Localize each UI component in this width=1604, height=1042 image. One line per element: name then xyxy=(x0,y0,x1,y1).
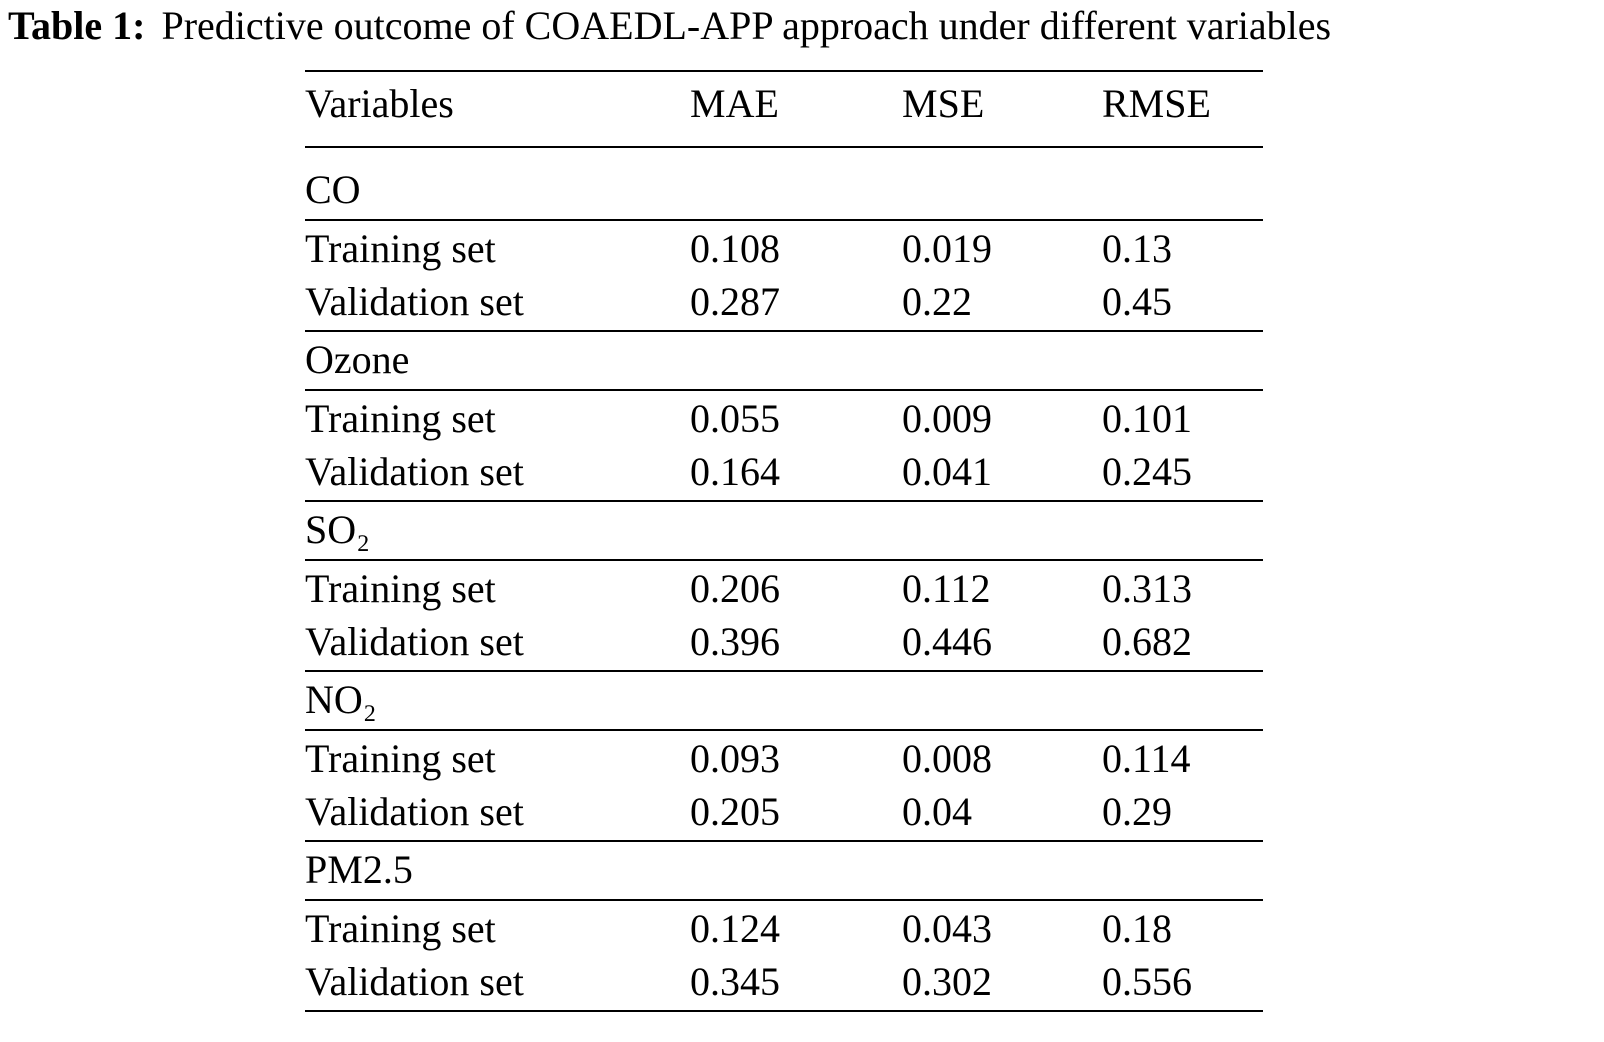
value-cell: 0.205 xyxy=(690,789,780,834)
table-rule xyxy=(305,670,1263,672)
row-label: Training set xyxy=(305,396,496,441)
row-label: Training set xyxy=(305,226,496,271)
table-rule xyxy=(305,729,1263,731)
row-label: Training set xyxy=(305,736,496,781)
value-cell: 0.008 xyxy=(902,736,992,781)
value-cell: 0.019 xyxy=(902,226,992,271)
table-rule xyxy=(305,389,1263,391)
value-cell: 0.313 xyxy=(1102,566,1192,611)
table-rule xyxy=(305,1010,1263,1012)
value-cell: 0.13 xyxy=(1102,226,1172,271)
group-name: NO₂ xyxy=(305,677,377,722)
row-label: Training set xyxy=(305,566,496,611)
group-name: SO₂ xyxy=(305,507,371,552)
table-rule xyxy=(305,330,1263,332)
table-rule xyxy=(305,219,1263,221)
row-label: Validation set xyxy=(305,279,524,324)
value-cell: 0.287 xyxy=(690,279,780,324)
table-rule xyxy=(305,146,1263,148)
value-cell: 0.446 xyxy=(902,619,992,664)
value-cell: 0.164 xyxy=(690,449,780,494)
group-name: Ozone xyxy=(305,337,410,382)
table-rule xyxy=(305,500,1263,502)
value-cell: 0.245 xyxy=(1102,449,1192,494)
table-rule xyxy=(305,70,1263,72)
value-cell: 0.206 xyxy=(690,566,780,611)
value-cell: 0.101 xyxy=(1102,396,1192,441)
row-label: Validation set xyxy=(305,449,524,494)
value-cell: 0.114 xyxy=(1102,736,1191,781)
table-caption: Table 1: Predictive outcome of COAEDL-APP… xyxy=(8,0,1331,52)
value-cell: 0.112 xyxy=(902,566,991,611)
value-cell: 0.396 xyxy=(690,619,780,664)
value-cell: 0.124 xyxy=(690,906,780,951)
row-label: Validation set xyxy=(305,789,524,834)
value-cell: 0.009 xyxy=(902,396,992,441)
value-cell: 0.29 xyxy=(1102,789,1172,834)
value-cell: 0.556 xyxy=(1102,959,1192,1004)
group-name: CO xyxy=(305,167,361,212)
header-cell: RMSE xyxy=(1102,81,1211,126)
caption-text: Predictive outcome of COAEDL-APP approac… xyxy=(161,3,1332,48)
header-cell: MAE xyxy=(690,81,779,126)
value-cell: 0.45 xyxy=(1102,279,1172,324)
value-cell: 0.108 xyxy=(690,226,780,271)
row-label: Validation set xyxy=(305,619,524,664)
value-cell: 0.041 xyxy=(902,449,992,494)
value-cell: 0.22 xyxy=(902,279,972,324)
table-rule xyxy=(305,559,1263,561)
value-cell: 0.043 xyxy=(902,906,992,951)
group-name: PM2.5 xyxy=(305,847,413,892)
value-cell: 0.093 xyxy=(690,736,780,781)
row-label: Validation set xyxy=(305,959,524,1004)
value-cell: 0.682 xyxy=(1102,619,1192,664)
row-label: Training set xyxy=(305,906,496,951)
value-cell: 0.055 xyxy=(690,396,780,441)
table-rule xyxy=(305,840,1263,842)
table-rule xyxy=(305,899,1263,901)
header-cell: MSE xyxy=(902,81,985,126)
value-cell: 0.04 xyxy=(902,789,972,834)
value-cell: 0.302 xyxy=(902,959,992,1004)
value-cell: 0.345 xyxy=(690,959,780,1004)
header-cell: Variables xyxy=(305,81,454,126)
caption-label: Table 1: xyxy=(8,3,146,48)
value-cell: 0.18 xyxy=(1102,906,1172,951)
